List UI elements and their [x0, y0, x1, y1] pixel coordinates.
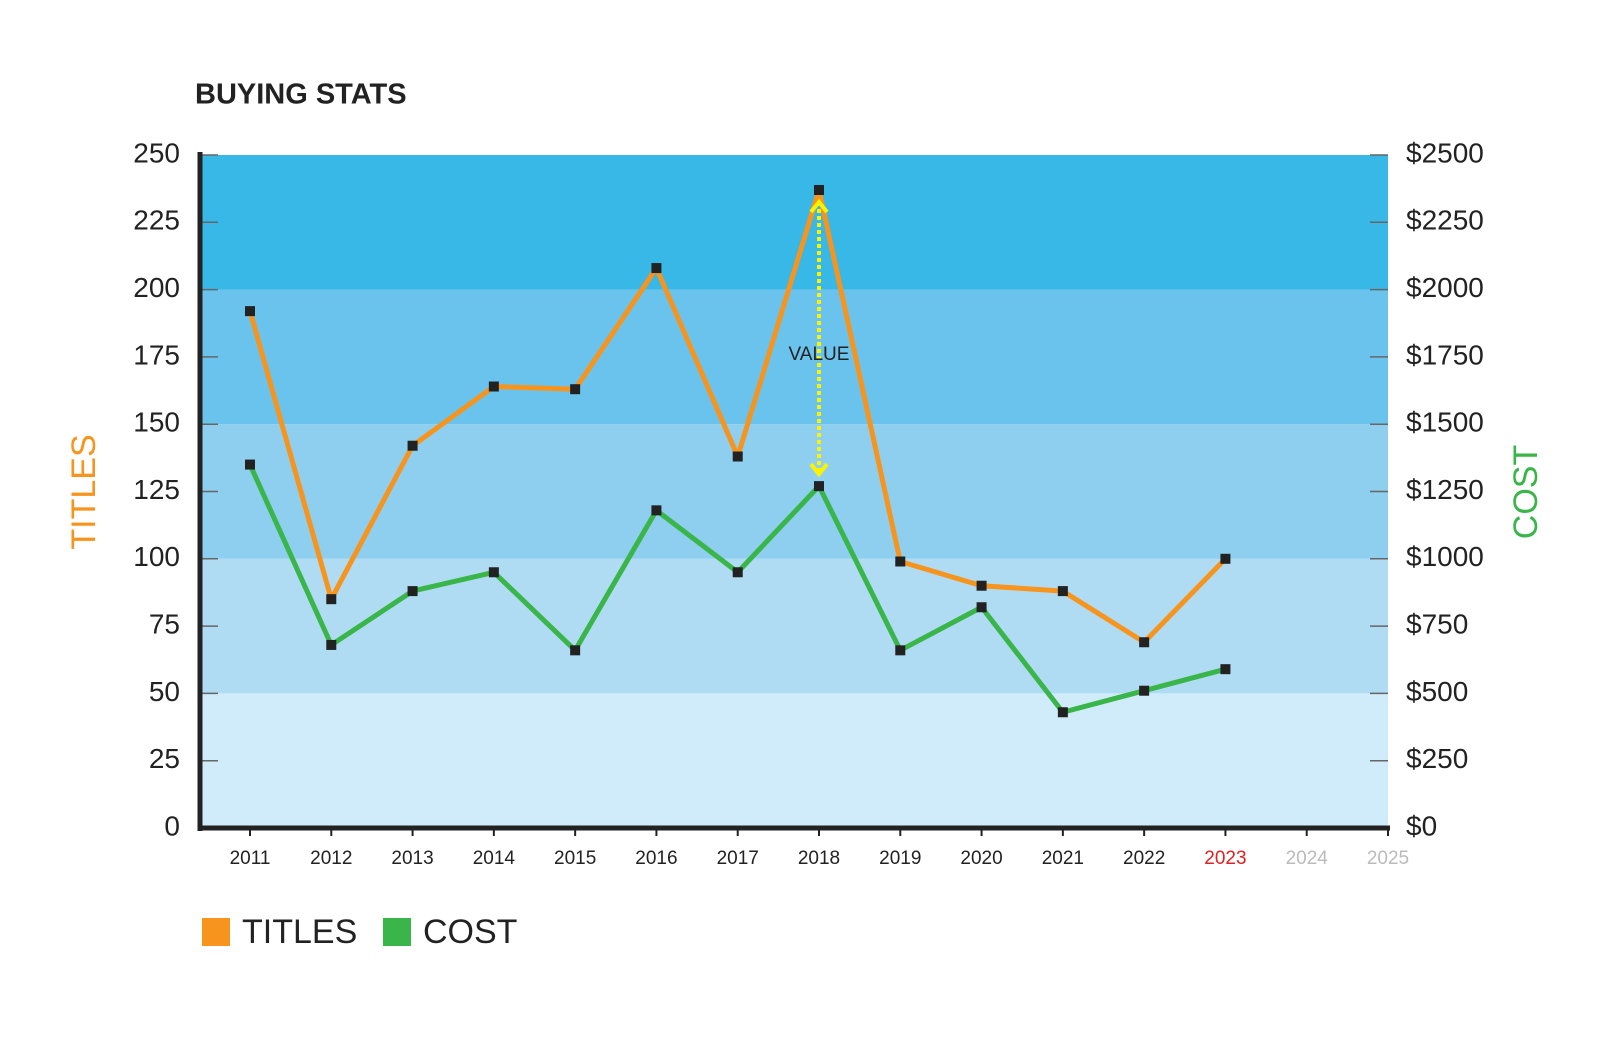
data-point [976, 602, 987, 613]
x-tick-label: 2011 [230, 848, 271, 869]
chart-title: BUYING STATS [195, 79, 407, 111]
x-tick-label: 2016 [635, 848, 677, 869]
annotation-arrowhead [809, 198, 829, 214]
legend-label: TITLES [242, 913, 357, 951]
x-tick-label: 2018 [798, 848, 840, 869]
data-point [570, 384, 581, 395]
legend-swatch [383, 918, 411, 946]
data-point [976, 580, 987, 591]
x-tick-label: 2021 [1042, 848, 1084, 869]
y2-tick-label: $2500 [1406, 137, 1484, 168]
y2-tick-label: $1000 [1406, 541, 1484, 572]
data-point [651, 505, 662, 516]
x-tick-label: 2024 [1286, 848, 1329, 869]
x-tick-label: 2023 [1204, 848, 1246, 869]
y2-tick-label: $750 [1406, 608, 1468, 639]
data-point [1057, 586, 1068, 597]
data-point [732, 451, 743, 462]
y2-tick-label: $1250 [1406, 474, 1484, 505]
y-axis-label: TITLES [65, 434, 103, 549]
y-tick-label: 150 [133, 407, 180, 438]
annotation-text: VALUE [789, 344, 850, 365]
y-tick-label: 75 [149, 608, 180, 639]
data-point [488, 567, 499, 578]
data-point [326, 639, 337, 650]
data-point [488, 381, 499, 392]
y2-tick-label: $2000 [1406, 272, 1484, 303]
y-tick-label: 25 [149, 743, 180, 774]
data-point [814, 481, 824, 492]
y2-axis-label: COST [1507, 445, 1545, 539]
y-tick-label: 175 [133, 339, 180, 370]
data-point [1139, 637, 1150, 648]
x-tick-label: 2017 [717, 848, 759, 869]
y-tick-label: 125 [133, 474, 180, 505]
background-band [200, 424, 1388, 559]
data-point [1220, 553, 1231, 564]
y2-tick-label: $500 [1406, 676, 1468, 707]
data-point [895, 556, 906, 567]
x-tick-label: 2015 [554, 848, 596, 869]
background-band [200, 558, 1388, 694]
data-point [326, 594, 337, 605]
y-tick-label: 225 [133, 205, 180, 236]
data-point [1139, 685, 1150, 696]
data-point [732, 567, 743, 578]
y-tick-label: 250 [133, 137, 180, 168]
x-tick-label: 2022 [1123, 848, 1165, 869]
data-point [651, 263, 662, 274]
data-point [895, 645, 906, 656]
y-tick-label: 100 [133, 541, 180, 572]
y2-tick-label: $1500 [1406, 407, 1484, 438]
background-band [200, 693, 1388, 828]
y-tick-label: 50 [149, 676, 180, 707]
x-tick-label: 2019 [879, 848, 921, 869]
data-point [1220, 664, 1231, 675]
y-tick-label: 0 [164, 810, 180, 841]
x-tick-label: 2025 [1367, 848, 1409, 869]
data-point [407, 440, 418, 451]
background-band [200, 289, 1388, 425]
data-point [407, 586, 418, 597]
legend-label: COST [423, 913, 517, 951]
data-point [1057, 707, 1068, 718]
y2-tick-label: $1750 [1406, 339, 1484, 370]
data-point [814, 184, 824, 195]
y2-tick-label: $250 [1406, 743, 1468, 774]
data-point [245, 306, 255, 317]
data-point [245, 459, 255, 470]
y2-tick-label: $2250 [1406, 205, 1484, 236]
legend-swatch [202, 918, 230, 946]
annotation-arrowhead [809, 462, 829, 478]
y2-tick-label: $0 [1406, 810, 1437, 841]
x-tick-label: 2013 [391, 848, 433, 869]
y-tick-label: 200 [133, 272, 180, 303]
x-tick-label: 2012 [310, 848, 352, 869]
x-tick-label: 2020 [960, 848, 1002, 869]
data-point [570, 645, 581, 656]
x-tick-label: 2014 [473, 848, 516, 869]
